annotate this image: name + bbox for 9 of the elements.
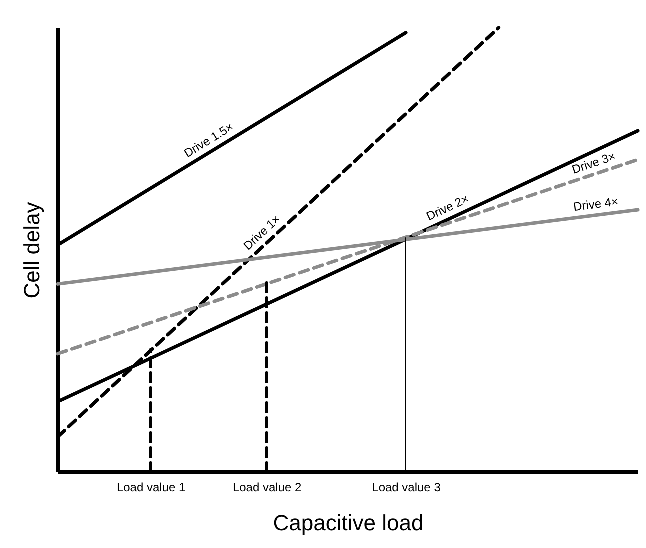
text: Drive 1.5×	[182, 120, 236, 161]
x-tick-label: Load value 2	[232, 480, 302, 494]
text: Drive 2×	[424, 192, 472, 224]
text: Drive 4×	[572, 194, 620, 214]
text: Drive 3×	[570, 149, 618, 177]
x-tick-label: Load value 3	[372, 480, 442, 494]
x-tick-label: Load value 1	[116, 480, 186, 494]
y-axis-title: Cell delay	[20, 202, 44, 299]
x-axis-title: Capacitive load	[273, 510, 424, 536]
